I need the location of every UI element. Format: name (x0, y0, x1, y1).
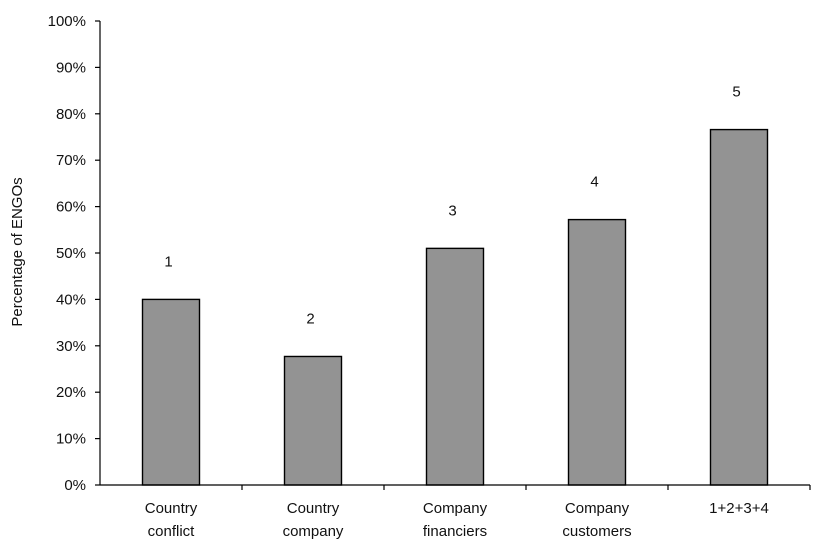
y-tick-label: 70% (56, 152, 86, 169)
bar (425, 247, 485, 486)
y-tick-label: 10% (56, 431, 86, 448)
data-label: 4 (590, 174, 598, 191)
bar (283, 355, 343, 486)
x-category-label: Country conflict (145, 500, 198, 540)
x-category-label-line: Country (287, 500, 340, 517)
y-tick-label: 90% (56, 59, 86, 76)
y-tick-label: 100% (48, 13, 86, 30)
data-label: 5 (732, 84, 740, 101)
y-axis-ticks: 0% 10% 20% 30% 40% 50% 60% 70% 80% 90% 100% (48, 13, 100, 494)
x-category-label-line: Country (145, 500, 198, 517)
y-tick-label: 20% (56, 384, 86, 401)
x-category-label-line: company (283, 523, 344, 540)
x-category-label-line: conflict (148, 523, 196, 540)
bars-group (141, 128, 769, 486)
x-category-label: Country company (283, 500, 344, 540)
bar (709, 128, 769, 486)
data-labels-group: 1 2 3 4 5 (164, 84, 740, 328)
data-label: 2 (306, 310, 314, 327)
y-tick-label: 60% (56, 199, 86, 216)
x-axis-labels: Country conflict Country company Company fina… (145, 485, 811, 540)
x-category-label-line: Company (423, 500, 488, 517)
bar (141, 298, 201, 486)
bar (567, 218, 627, 486)
y-tick-label: 0% (64, 477, 86, 494)
y-tick-label: 50% (56, 245, 86, 262)
x-category-label-line: Company (565, 500, 630, 517)
x-category-label-line: financiers (423, 523, 487, 540)
x-category-label: 1+2+3+4 (709, 500, 769, 517)
y-tick-label: 30% (56, 338, 86, 355)
x-category-label-line: customers (562, 523, 631, 540)
data-label: 3 (448, 202, 456, 219)
data-label: 1 (164, 253, 172, 270)
y-tick-label: 80% (56, 106, 86, 123)
y-tick-label: 40% (56, 291, 86, 308)
x-category-label-line: 1+2+3+4 (709, 500, 769, 517)
y-axis-title: Percentage of ENGOs (9, 177, 26, 326)
x-category-label: Company customers (562, 500, 631, 540)
x-category-label: Company financiers (423, 500, 488, 540)
